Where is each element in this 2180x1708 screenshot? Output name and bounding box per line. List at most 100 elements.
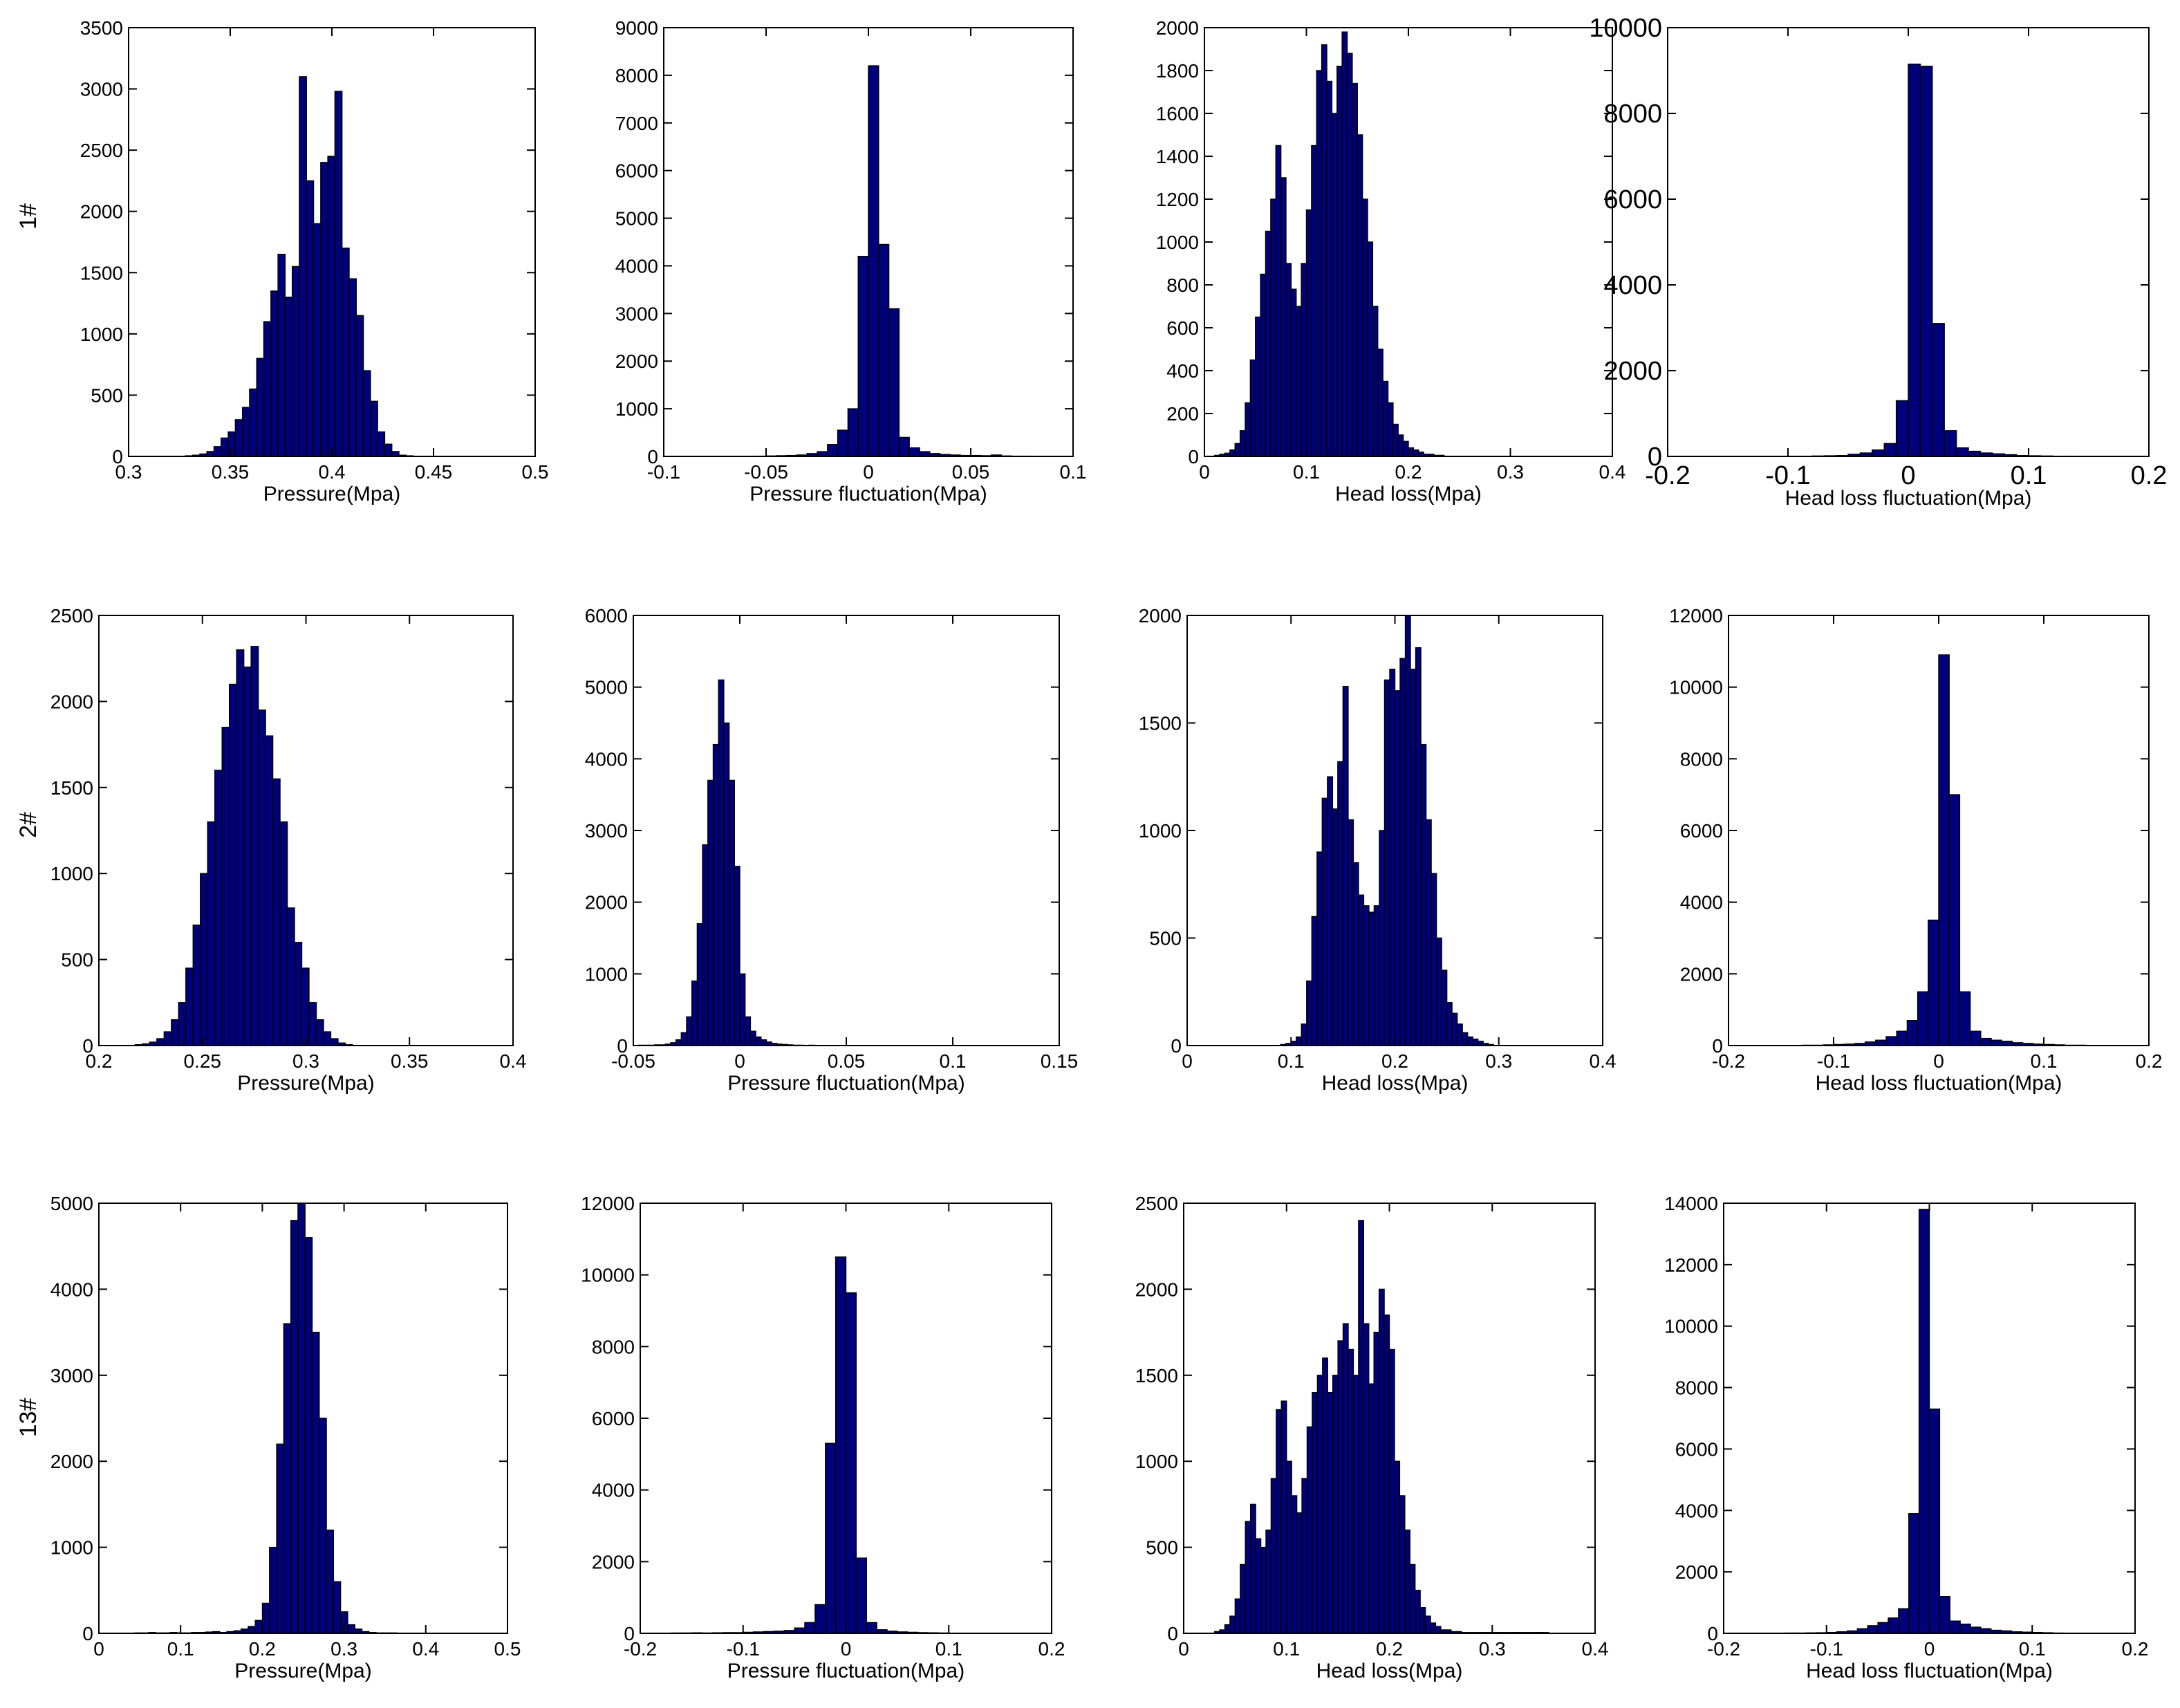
y-tick-label: 2000	[1156, 17, 1199, 39]
histogram-bar	[1265, 1530, 1272, 1634]
histogram-bar	[855, 1557, 867, 1634]
y-tick-label: 8000	[1680, 748, 1723, 770]
histogram-bar	[761, 1039, 767, 1046]
histogram-bar	[192, 925, 201, 1046]
histogram-bar	[835, 1256, 847, 1634]
histogram-panel: -0.05 0 0.05 0.1 0.1501000200030004000500060…	[585, 605, 1079, 1095]
x-axis-label: Head loss fluctuation(Mpa)	[1816, 1072, 2062, 1095]
x-tick-label: 0.3	[1479, 1638, 1506, 1660]
x-tick-label: 0	[841, 1638, 852, 1660]
histogram-bar	[284, 297, 293, 457]
histogram-bar	[1441, 969, 1448, 1046]
histogram-bar	[1404, 1530, 1410, 1634]
x-tick-label: 0.1	[1293, 461, 1320, 483]
histogram-bar	[301, 967, 310, 1046]
histogram-bar	[330, 1038, 339, 1046]
histogram-bar	[1316, 1375, 1323, 1634]
x-tick-label: -0.2	[1712, 1050, 1745, 1072]
y-tick-label: 1000	[50, 863, 93, 884]
histogram-bar	[1373, 1331, 1380, 1634]
x-tick-label: 0.15	[1041, 1050, 1079, 1072]
y-tick-label: 12000	[1669, 605, 1723, 626]
histogram-bar	[227, 431, 236, 457]
histogram-bar	[1245, 402, 1251, 457]
y-tick-label: 2000	[1603, 357, 1662, 386]
histogram-bar	[680, 1032, 687, 1046]
histogram-bar	[1948, 794, 1961, 1046]
x-tick-label: 0.2	[1038, 1638, 1065, 1660]
y-tick-label: 10000	[1589, 14, 1662, 43]
y-tick-label: 0	[1188, 446, 1199, 467]
histogram-bar	[1435, 937, 1442, 1046]
x-tick-label: 0.1	[2031, 1050, 2058, 1072]
histogram-bar	[1906, 1020, 1919, 1046]
histogram-bar	[1928, 919, 1939, 1046]
y-tick-label: 1500	[1135, 1365, 1178, 1386]
histogram-bar	[1424, 1615, 1431, 1634]
y-tick-label: 2000	[1675, 1561, 1718, 1583]
histogram-bar	[1388, 1348, 1395, 1634]
y-tick-label: 2000	[1135, 1279, 1178, 1300]
histogram-bar	[804, 1622, 816, 1634]
x-tick-label: -0.1	[1817, 1050, 1850, 1072]
x-tick-label: 0.4	[1599, 461, 1626, 483]
histogram-bar	[342, 248, 350, 457]
histogram-bar	[1316, 851, 1323, 1046]
x-tick-label: 0.2	[1381, 1050, 1408, 1072]
histogram-bar	[221, 727, 230, 1046]
x-tick-label: 0.1	[935, 1638, 962, 1660]
x-axis-label: Pressure(Mpa)	[237, 1072, 374, 1095]
histogram-panels: 0.3 0.35 0.4 0.45 0.505001000150020002500300…	[50, 14, 2168, 1682]
y-tick-label: 0	[1707, 1623, 1718, 1644]
y-tick-label: 1500	[50, 777, 93, 799]
histogram-bar	[1895, 400, 1909, 457]
y-tick-label: 3000	[80, 79, 123, 100]
histogram-bar	[1409, 1563, 1416, 1634]
histogram-bar	[1301, 1023, 1307, 1046]
x-tick-label: 0.1	[1273, 1638, 1300, 1660]
histogram-bar	[257, 709, 266, 1046]
y-tick-label: 5000	[585, 677, 628, 698]
histogram-bar	[1361, 198, 1368, 457]
histogram-bar	[156, 1038, 165, 1046]
histogram-bar	[1296, 306, 1302, 457]
histogram-bar	[1255, 316, 1261, 457]
histogram-panel: 0 0.1 0.2 0.3 0.4 0.5 0 1000 2000 3000 4000 5000 Pre…	[50, 1193, 521, 1682]
row-label-13: 13#	[15, 1398, 41, 1438]
x-tick-label: 0	[1901, 461, 1915, 490]
histogram-bar	[1352, 1375, 1359, 1634]
x-tick-label: -0.2	[624, 1638, 657, 1660]
histogram-bar	[1394, 690, 1401, 1046]
histogram-bar	[1466, 1036, 1473, 1046]
histogram-bar	[675, 1039, 682, 1046]
histogram-bar	[333, 1581, 342, 1634]
histogram-bar	[1296, 1036, 1302, 1046]
histogram-bar	[1939, 1595, 1950, 1634]
histogram-bar	[304, 1237, 313, 1634]
x-tick-label: -0.2	[1707, 1638, 1740, 1660]
y-tick-label: 0	[1712, 1035, 1723, 1057]
histogram-bar	[311, 1331, 320, 1634]
x-tick-label: -0.2	[1645, 461, 1690, 490]
histogram-bar	[847, 408, 859, 457]
y-tick-label: 2500	[80, 140, 123, 161]
histogram-bar	[1260, 1546, 1267, 1634]
x-tick-label: 0.2	[2122, 1638, 2149, 1660]
x-tick-label: -0.1	[727, 1638, 760, 1660]
histogram-bar	[243, 666, 252, 1046]
histogram-bar	[272, 778, 281, 1046]
x-axis-label: Head loss(Mpa)	[1316, 1660, 1463, 1682]
x-tick-label: -0.1	[1810, 1638, 1843, 1660]
histogram-bar	[696, 923, 703, 1046]
histogram-bar	[1392, 423, 1399, 457]
y-tick-label: 2000	[592, 1551, 635, 1572]
y-tick-label: 0	[1648, 443, 1662, 472]
histogram-bar	[1898, 1608, 1910, 1634]
y-tick-label: 200	[1166, 403, 1199, 425]
histogram-bar	[277, 254, 286, 457]
x-tick-label: 0.3	[1497, 461, 1524, 483]
histogram-bar	[755, 1036, 762, 1046]
y-tick-label: 4000	[50, 1279, 93, 1300]
y-tick-label: 0	[617, 1035, 628, 1057]
histogram-bar	[254, 1619, 263, 1634]
